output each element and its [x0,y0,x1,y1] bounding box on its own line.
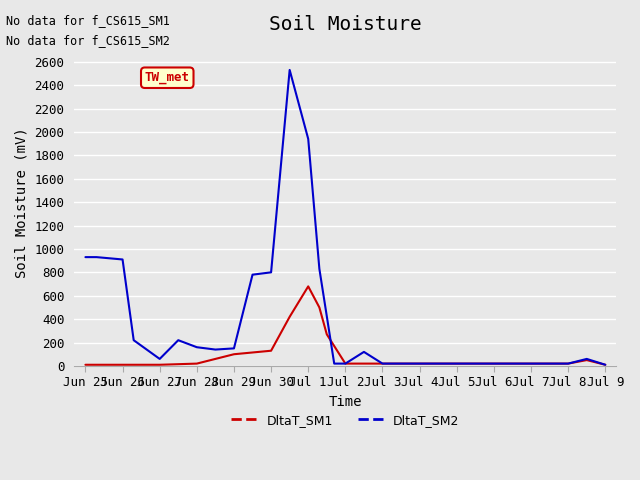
X-axis label: Time: Time [328,395,362,409]
Legend: DltaT_SM1, DltaT_SM2: DltaT_SM1, DltaT_SM2 [227,409,464,432]
Text: TW_met: TW_met [145,71,189,84]
Text: No data for f_CS615_SM1: No data for f_CS615_SM1 [6,14,170,27]
Y-axis label: Soil Moisture (mV): Soil Moisture (mV) [15,127,29,277]
Text: No data for f_CS615_SM2: No data for f_CS615_SM2 [6,34,170,47]
Title: Soil Moisture: Soil Moisture [269,15,422,34]
